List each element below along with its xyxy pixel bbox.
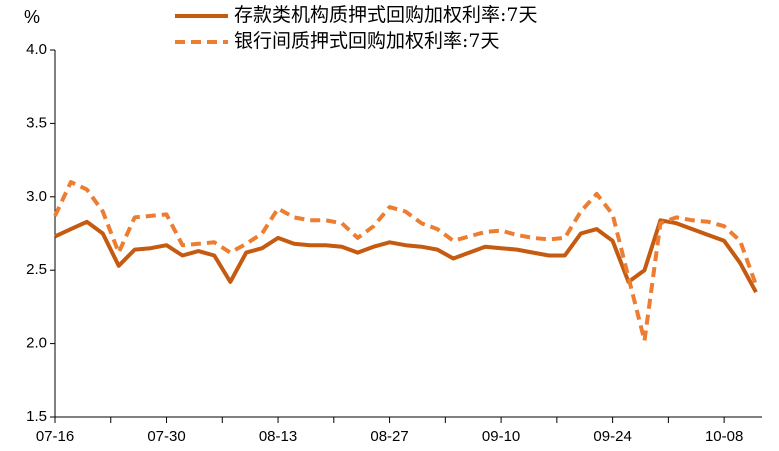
y-tick-label: 4.0 bbox=[26, 41, 47, 58]
y-tick-label: 2.5 bbox=[26, 261, 47, 278]
x-tick-label: 09-10 bbox=[482, 428, 520, 445]
series-line bbox=[54, 218, 758, 294]
x-tick-label: 07-16 bbox=[36, 428, 74, 445]
x-tick-label: 10-08 bbox=[705, 428, 743, 445]
x-tick-label: 08-13 bbox=[259, 428, 297, 445]
y-tick-label: 2.0 bbox=[26, 335, 47, 352]
x-tick-label: 07-30 bbox=[147, 428, 185, 445]
y-tick-label: 3.5 bbox=[26, 114, 47, 131]
legend-label: 存款类机构质押式回购加权利率:7天 bbox=[234, 4, 538, 26]
x-tick-label: 09-24 bbox=[593, 428, 631, 445]
series-line bbox=[53, 180, 758, 343]
legend-label: 银行间质押式回购加权利率:7天 bbox=[234, 30, 500, 52]
x-tick-label: 08-27 bbox=[370, 428, 408, 445]
y-tick-label: 1.5 bbox=[26, 408, 47, 425]
y-tick-label: 3.0 bbox=[26, 188, 47, 205]
y-axis-label: % bbox=[24, 7, 40, 27]
